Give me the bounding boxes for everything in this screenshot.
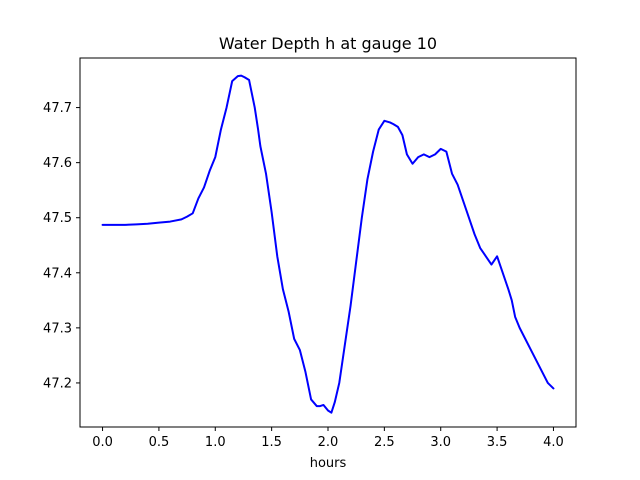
x-tick-label: 0.0 — [92, 435, 113, 450]
x-tick-label: 2.0 — [318, 435, 339, 450]
y-axis: 47.2 47.3 47.4 47.5 47.6 47.7 — [43, 101, 80, 391]
y-tick-label: 47.7 — [43, 101, 72, 116]
x-axis-label: hours — [310, 456, 347, 471]
x-tick-label: 1.0 — [205, 435, 226, 450]
x-axis: 0.0 0.5 1.0 1.5 2.0 2.5 3.0 3.5 4.0 — [92, 427, 564, 450]
y-tick-label: 47.4 — [43, 266, 72, 281]
x-tick-label: 0.5 — [149, 435, 170, 450]
x-tick-label: 3.5 — [487, 435, 508, 450]
x-tick-label: 2.5 — [374, 435, 395, 450]
x-tick-label: 4.0 — [543, 435, 564, 450]
series-line — [101, 74, 555, 414]
x-tick-label: 1.5 — [261, 435, 282, 450]
y-tick-label: 47.3 — [43, 321, 72, 336]
x-tick-label: 3.0 — [430, 435, 451, 450]
plot-frame — [79, 57, 577, 428]
plot-area — [101, 74, 555, 414]
chart-title: Water Depth h at gauge 10 — [219, 34, 437, 53]
y-tick-label: 47.2 — [43, 376, 72, 391]
y-tick-label: 47.5 — [43, 211, 72, 226]
y-tick-label: 47.6 — [43, 156, 72, 171]
